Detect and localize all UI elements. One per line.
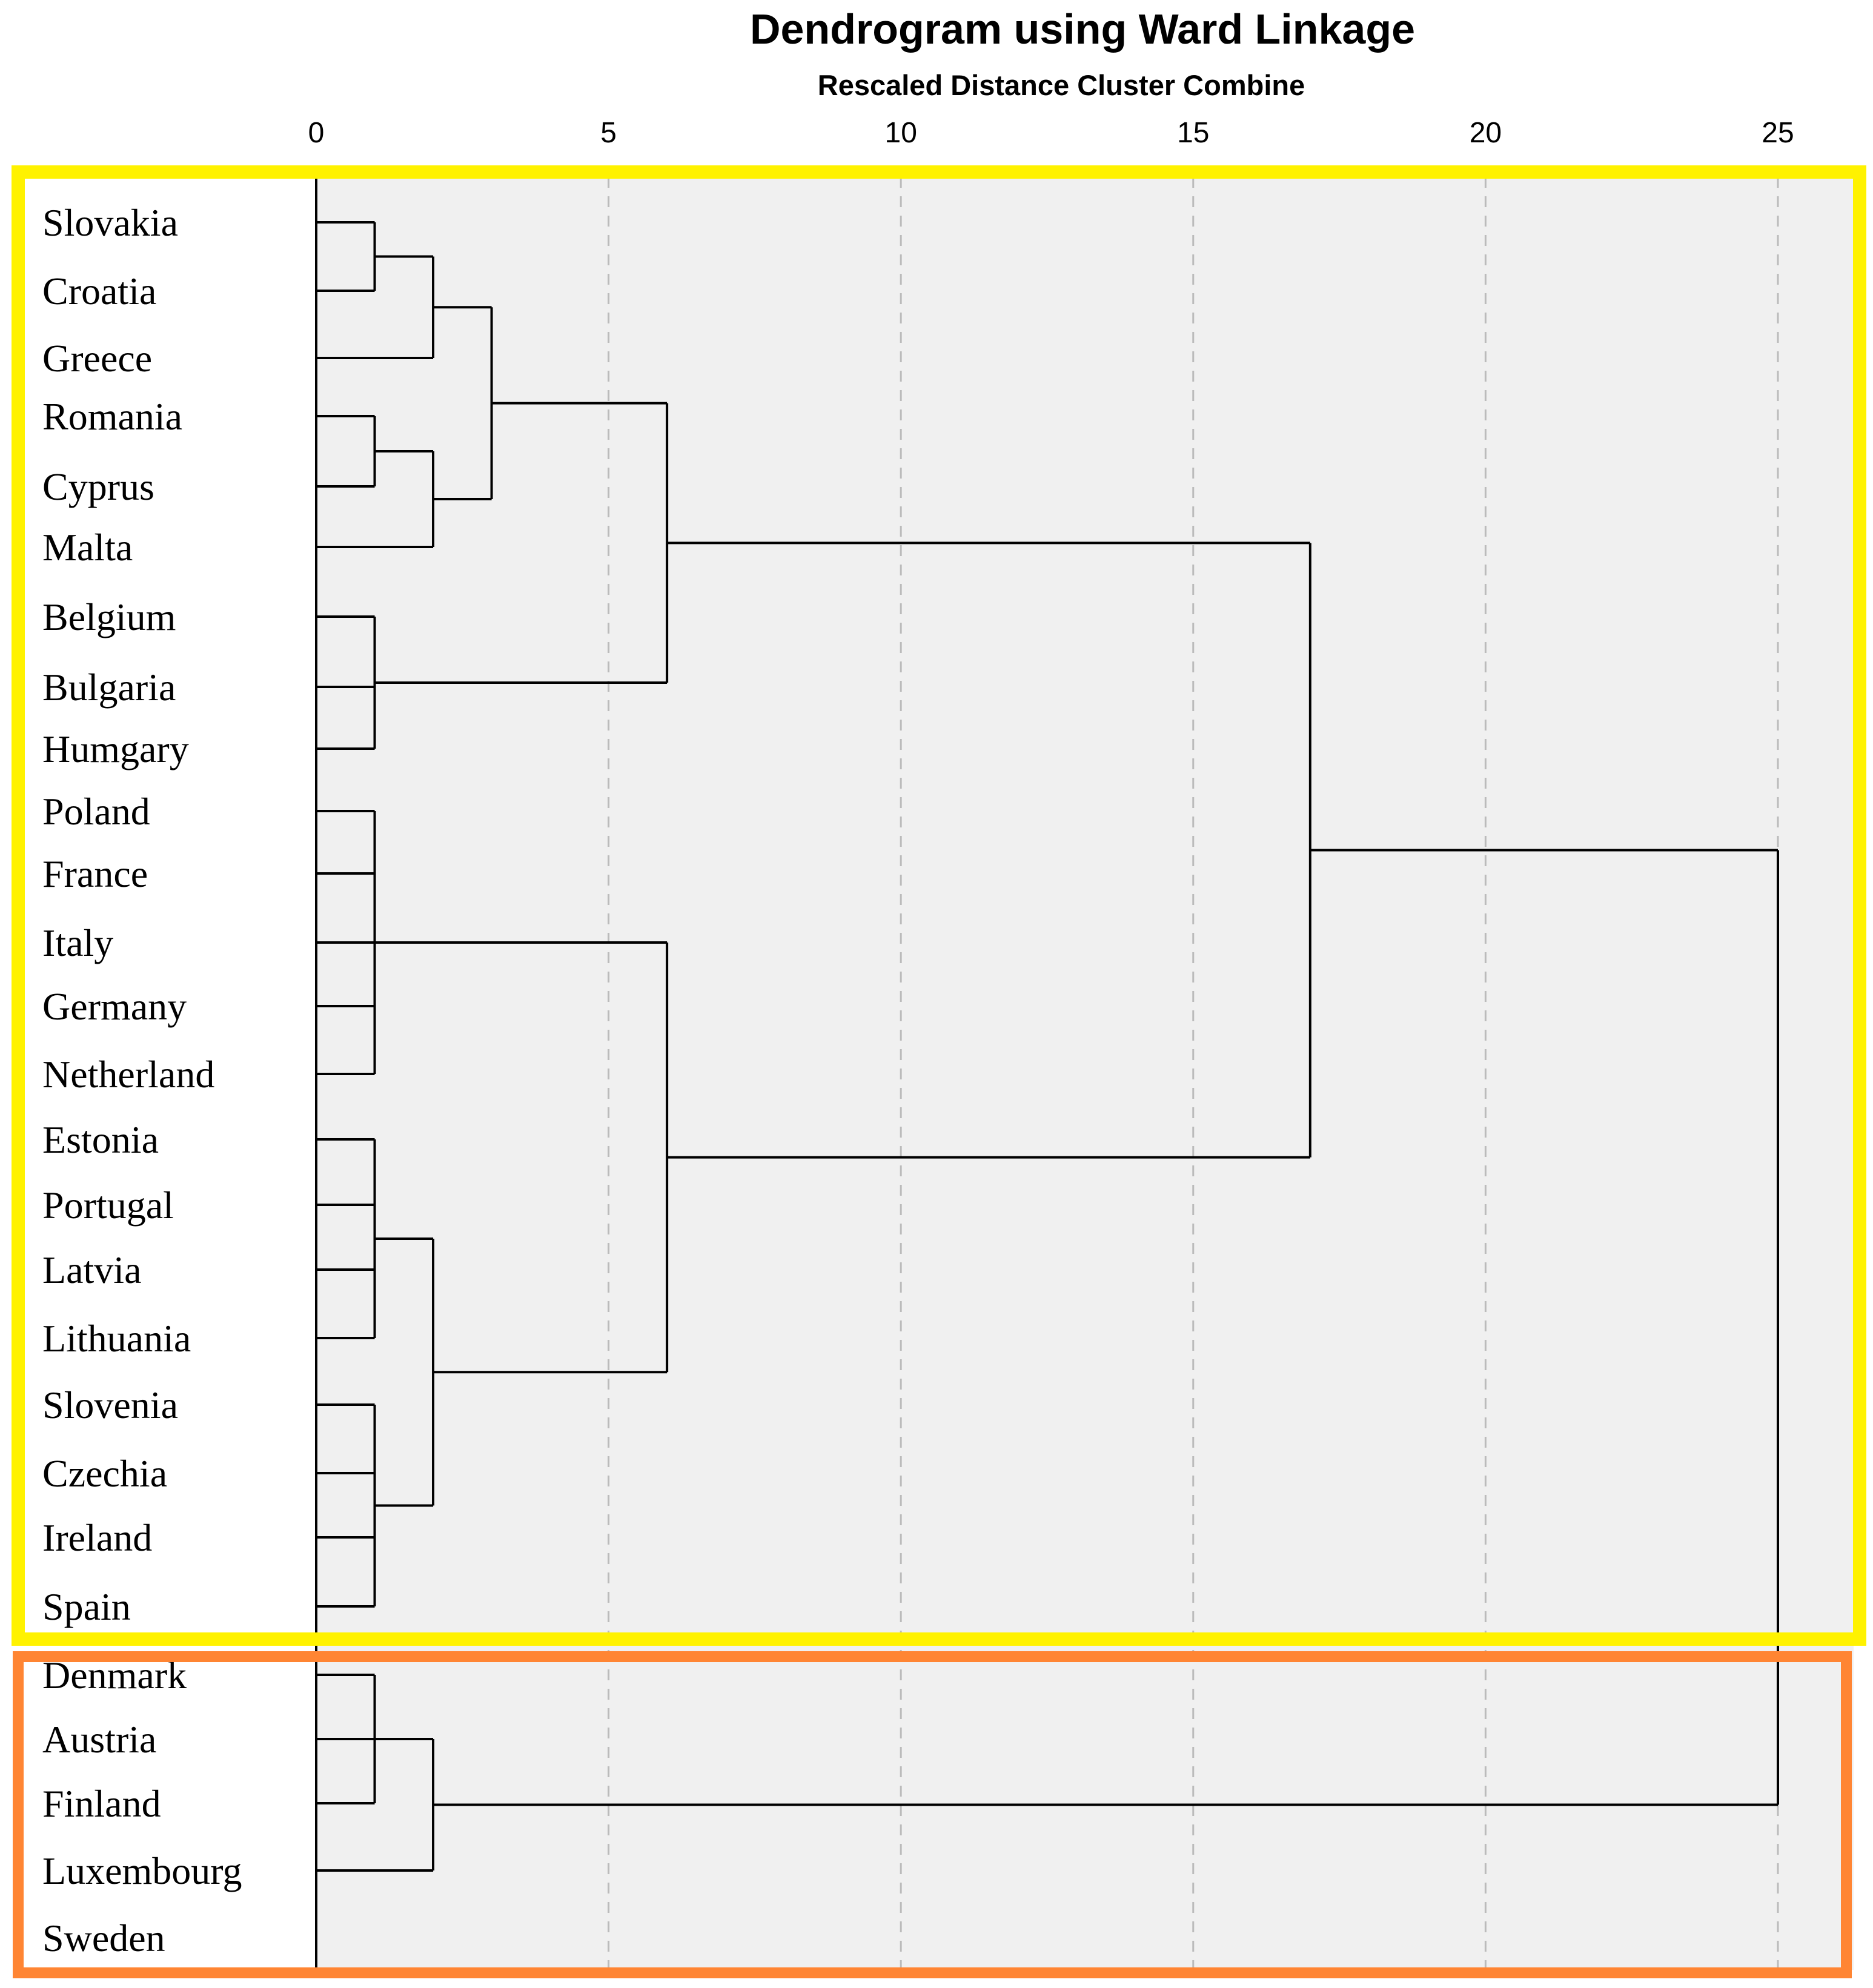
x-tick-label-20: 20 <box>1470 117 1502 149</box>
leaf-label-greece: Greece <box>42 337 152 380</box>
leaf-label-spain: Spain <box>42 1585 131 1628</box>
dendrogram-links <box>316 221 1779 1872</box>
leaf-label-germany: Germany <box>42 985 187 1028</box>
x-tick-label-5: 5 <box>600 117 617 149</box>
leaf-label-france: France <box>42 852 148 895</box>
leaf-label-czechia: Czechia <box>42 1452 167 1495</box>
leaf-label-estonia: Estonia <box>42 1118 159 1161</box>
leaf-label-lithuania: Lithuania <box>42 1317 191 1360</box>
leaf-label-latvia: Latvia <box>42 1248 141 1291</box>
leaf-label-croatia: Croatia <box>42 270 156 313</box>
leaf-label-luxembourg: Luxembourg <box>42 1849 242 1892</box>
x-axis-ticks: 0 5 10 15 20 25 <box>308 117 1794 149</box>
cluster-box-upper <box>12 165 1866 1646</box>
leaf-labels: Slovakia Croatia Greece Romania Cyprus Malta B… <box>42 201 242 1960</box>
x-tick-label-10: 10 <box>885 117 917 149</box>
leaf-label-slovakia: Slovakia <box>42 201 178 244</box>
leaf-label-netherland: Netherland <box>42 1053 214 1096</box>
x-tick-label-25: 25 <box>1762 117 1794 149</box>
leaf-label-sweden: Sweden <box>42 1917 165 1960</box>
leaf-label-italy: Italy <box>42 921 113 964</box>
leaf-label-belgium: Belgium <box>42 595 176 638</box>
leaf-label-finland: Finland <box>42 1782 161 1825</box>
x-tick-label-0: 0 <box>308 117 325 149</box>
leaf-label-humgary: Humgary <box>42 727 189 770</box>
leaf-label-ireland: Ireland <box>42 1516 152 1559</box>
leaf-label-romania: Romania <box>42 395 182 438</box>
chart-title: Dendrogram using Ward Linkage <box>750 5 1415 53</box>
leaf-label-malta: Malta <box>42 526 133 569</box>
cluster-box-lower <box>13 1651 1852 1978</box>
x-tick-label-15: 15 <box>1177 117 1209 149</box>
leaf-label-cyprus: Cyprus <box>42 465 154 508</box>
leaf-label-poland: Poland <box>42 790 150 833</box>
plot-background <box>316 177 1854 1970</box>
chart-subtitle: Rescaled Distance Cluster Combine <box>818 69 1305 101</box>
leaf-label-austria: Austria <box>42 1718 156 1761</box>
leaf-label-slovenia: Slovenia <box>42 1383 178 1426</box>
leaf-label-bulgaria: Bulgaria <box>42 666 176 709</box>
leaf-label-portugal: Portugal <box>42 1184 174 1227</box>
